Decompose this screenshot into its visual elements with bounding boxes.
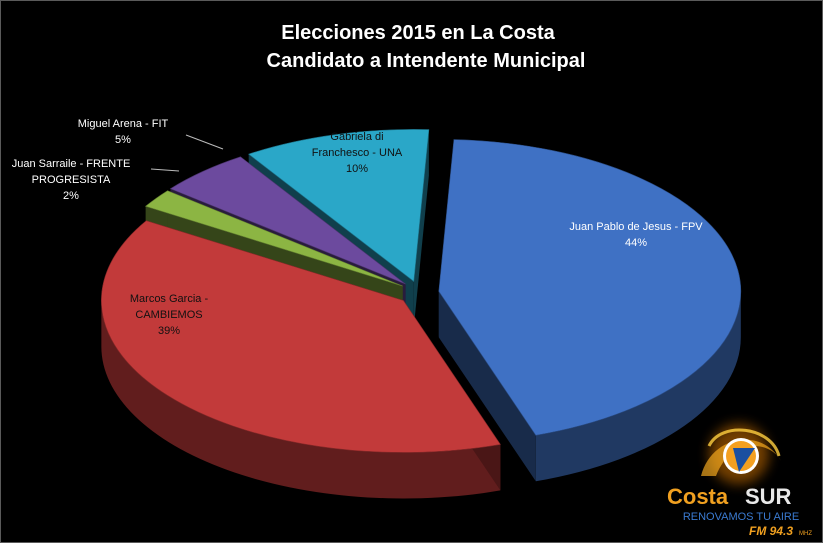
pie-slice-top <box>145 190 403 287</box>
pie-slice-top <box>438 139 742 436</box>
slice-label-una-line1: Gabriela di <box>330 131 383 143</box>
slice-label-fpv-line1: Juan Pablo de Jesus - FPV <box>569 221 703 233</box>
chart-title-line1: Elecciones 2015 en La Costa <box>281 22 555 44</box>
pie-slice-side <box>535 291 741 482</box>
logo-frequency-unit: MHZ <box>799 531 812 537</box>
slice-label-una-line2: Franchesco - UNA <box>312 147 403 159</box>
slice-label-cambiemos-pct: 39% <box>158 325 180 337</box>
logo-tagline: RENOVAMOS TU AIRE <box>683 511 799 523</box>
slice-label-frente-progresista-line2: PROGRESISTA <box>32 174 111 186</box>
pie-slice-top <box>169 156 406 285</box>
logo-brand-left: Costa <box>667 484 729 509</box>
data-labels: Juan Pablo de Jesus - FPV 44% Marcos Garci… <box>12 118 704 337</box>
pie-slice-cambiemos <box>101 220 501 499</box>
pie-slice-fpv <box>438 139 742 482</box>
pie-slice-top <box>101 220 501 453</box>
slice-label-frente-progresista-pct: 2% <box>63 190 79 202</box>
slice-label-cambiemos-line2: CAMBIEMOS <box>135 309 202 321</box>
pie-slice-edge <box>438 291 536 482</box>
logo-brand-right: SUR <box>745 484 792 509</box>
slice-label-cambiemos-line1: Marcos Garcia - <box>130 293 209 305</box>
chart-title-line2: Candidato a Intendente Municipal <box>267 50 586 72</box>
pie-slice-side <box>101 300 501 499</box>
slice-label-fit-pct: 5% <box>115 134 131 146</box>
slice-label-frente-progresista-line1: Juan Sarraile - FRENTE <box>12 158 131 170</box>
pie-slice-edge <box>413 129 429 328</box>
slice-label-fit-line1: Miguel Arena - FIT <box>78 118 169 130</box>
leader-line-frente <box>150 168 180 172</box>
pie-slice-top <box>248 129 430 282</box>
slice-label-una-pct: 10% <box>346 163 368 175</box>
costasur-logo: Costa SUR RENOVAMOS TU AIRE FM 94.3 MHZ <box>661 406 821 542</box>
slice-label-fpv-pct: 44% <box>625 237 647 249</box>
logo-frequency: FM 94.3 <box>749 524 793 538</box>
leader-line-fit <box>185 134 224 150</box>
